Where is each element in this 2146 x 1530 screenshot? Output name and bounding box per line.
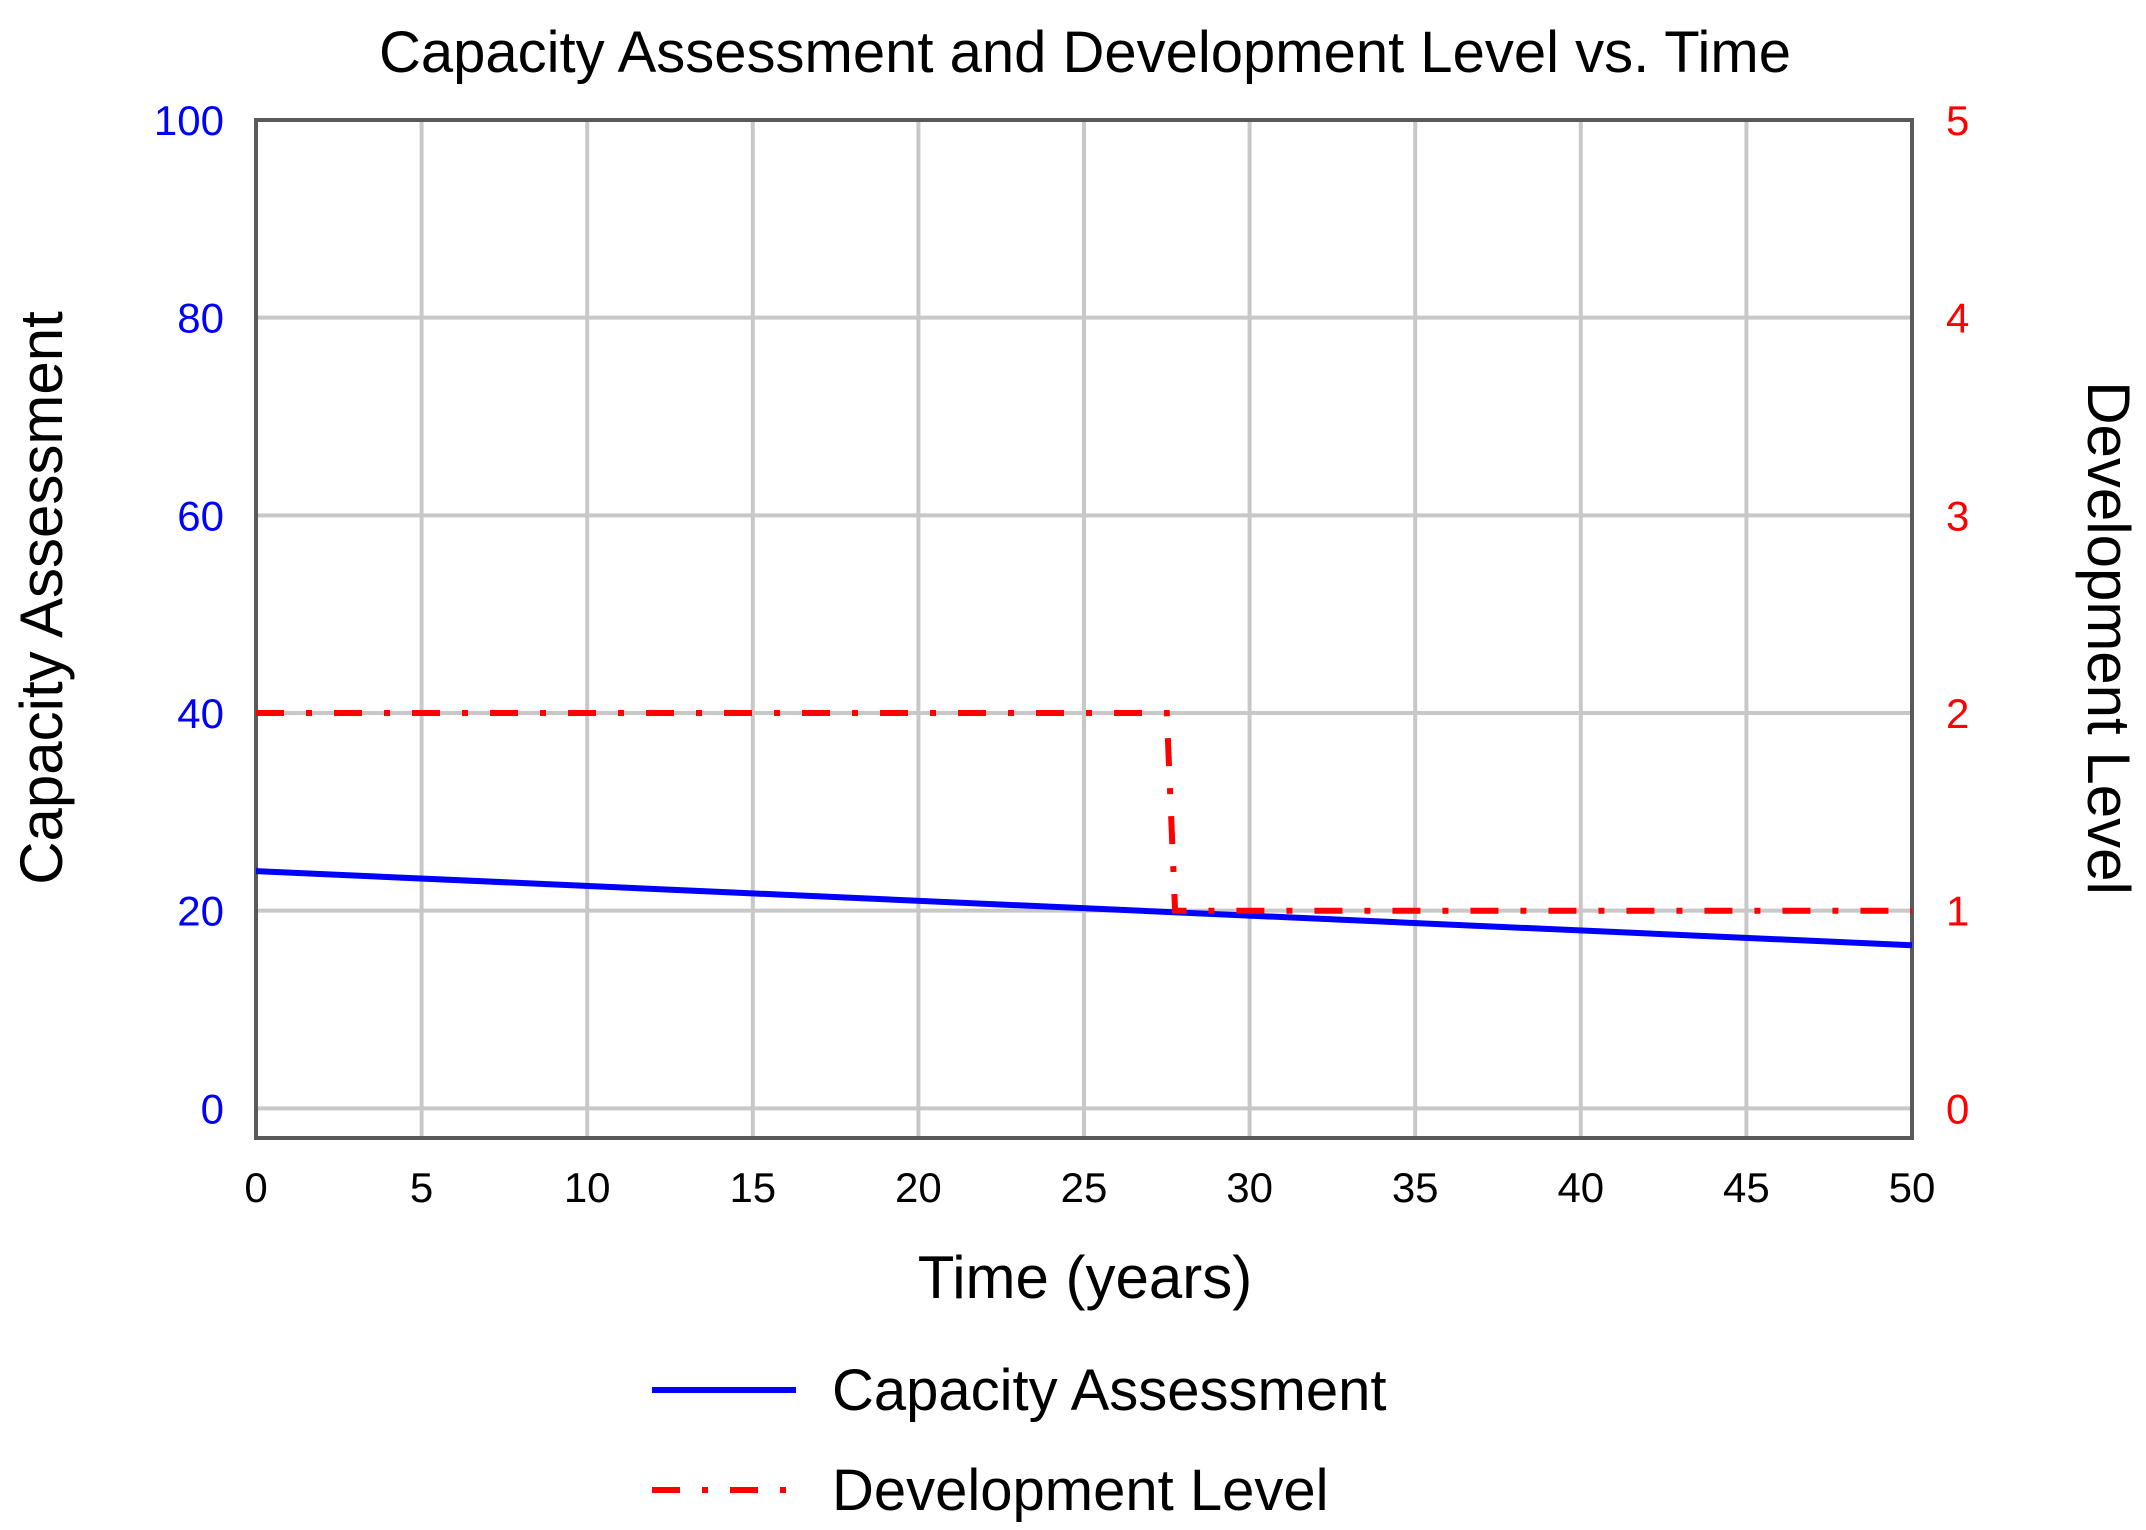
grid — [254, 118, 1914, 1138]
y-left-tick-label: 40 — [177, 690, 224, 737]
x-axis-title: Time (years) — [918, 1244, 1252, 1311]
y-left-tick-label: 100 — [154, 97, 224, 144]
x-tick-label: 20 — [895, 1164, 942, 1211]
y-right-tick-label: 4 — [1946, 295, 1969, 342]
series-line-capacity-assessment — [255, 868, 1913, 949]
y-axis-right-title: Development Level — [2075, 381, 2142, 895]
y-left-tick-label: 60 — [177, 492, 224, 539]
legend-label-development-level: Development Level — [832, 1458, 1329, 1523]
y-axis-left-title: Capacity Assessment — [8, 311, 75, 885]
legend: Capacity Assessment Development Level — [652, 1358, 1386, 1523]
y-right-tick-label: 0 — [1946, 1085, 1969, 1132]
x-tick-label: 25 — [1061, 1164, 1108, 1211]
legend-label-capacity-assessment: Capacity Assessment — [832, 1358, 1386, 1423]
y-right-tick-label: 3 — [1946, 492, 1969, 539]
y-left-tick-label: 80 — [177, 295, 224, 342]
x-tick-label: 40 — [1557, 1164, 1604, 1211]
x-tick-label: 50 — [1889, 1164, 1936, 1211]
x-tick-label: 30 — [1226, 1164, 1273, 1211]
series-layer — [255, 710, 1913, 949]
plot-frame — [254, 118, 1914, 1140]
x-tick-label: 5 — [410, 1164, 433, 1211]
chart-title: Capacity Assessment and Development Leve… — [379, 20, 1791, 85]
y-right-tick-label: 2 — [1946, 690, 1969, 737]
y-left-tick-label: 20 — [177, 888, 224, 935]
y-right-tick-label: 5 — [1946, 97, 1969, 144]
x-tick-label: 15 — [729, 1164, 776, 1211]
x-tick-label: 0 — [244, 1164, 267, 1211]
x-tick-label: 45 — [1723, 1164, 1770, 1211]
x-tick-label: 10 — [564, 1164, 611, 1211]
y-left-tick-label: 0 — [201, 1085, 224, 1132]
y-right-tick-label: 1 — [1946, 888, 1969, 935]
x-tick-label: 35 — [1392, 1164, 1439, 1211]
